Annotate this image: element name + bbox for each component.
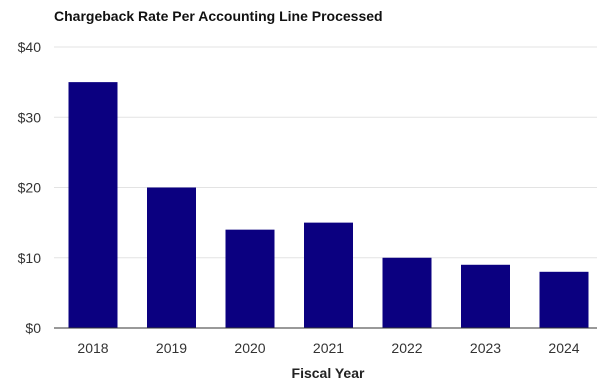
bars bbox=[68, 82, 589, 328]
y-axis-ticks: $0 $10 $20 $30 $40 bbox=[18, 39, 42, 336]
bar-2020 bbox=[225, 229, 275, 328]
bar-2021 bbox=[304, 222, 353, 328]
bar-2022 bbox=[382, 257, 432, 328]
y-tick-label: $20 bbox=[18, 180, 42, 196]
x-tick-label: 2024 bbox=[548, 340, 579, 356]
x-tick-label: 2018 bbox=[77, 340, 108, 356]
y-tick-label: $30 bbox=[18, 109, 42, 125]
bar-2024 bbox=[539, 271, 589, 328]
x-axis-ticks: 2018 2019 2020 2021 2022 2023 2024 bbox=[77, 340, 579, 356]
bar-2019 bbox=[147, 187, 196, 328]
y-tick-label: $10 bbox=[18, 250, 42, 266]
x-tick-label: 2021 bbox=[313, 340, 344, 356]
y-tick-label: $0 bbox=[25, 320, 41, 336]
bar-2023 bbox=[461, 264, 510, 328]
chart-title: Chargeback Rate Per Accounting Line Proc… bbox=[54, 8, 383, 24]
bar-2018 bbox=[68, 82, 118, 328]
x-tick-label: 2022 bbox=[391, 340, 422, 356]
x-axis-title: Fiscal Year bbox=[292, 365, 365, 381]
x-tick-label: 2023 bbox=[470, 340, 501, 356]
x-tick-label: 2020 bbox=[234, 340, 265, 356]
y-tick-label: $40 bbox=[18, 39, 42, 55]
x-tick-label: 2019 bbox=[156, 340, 187, 356]
